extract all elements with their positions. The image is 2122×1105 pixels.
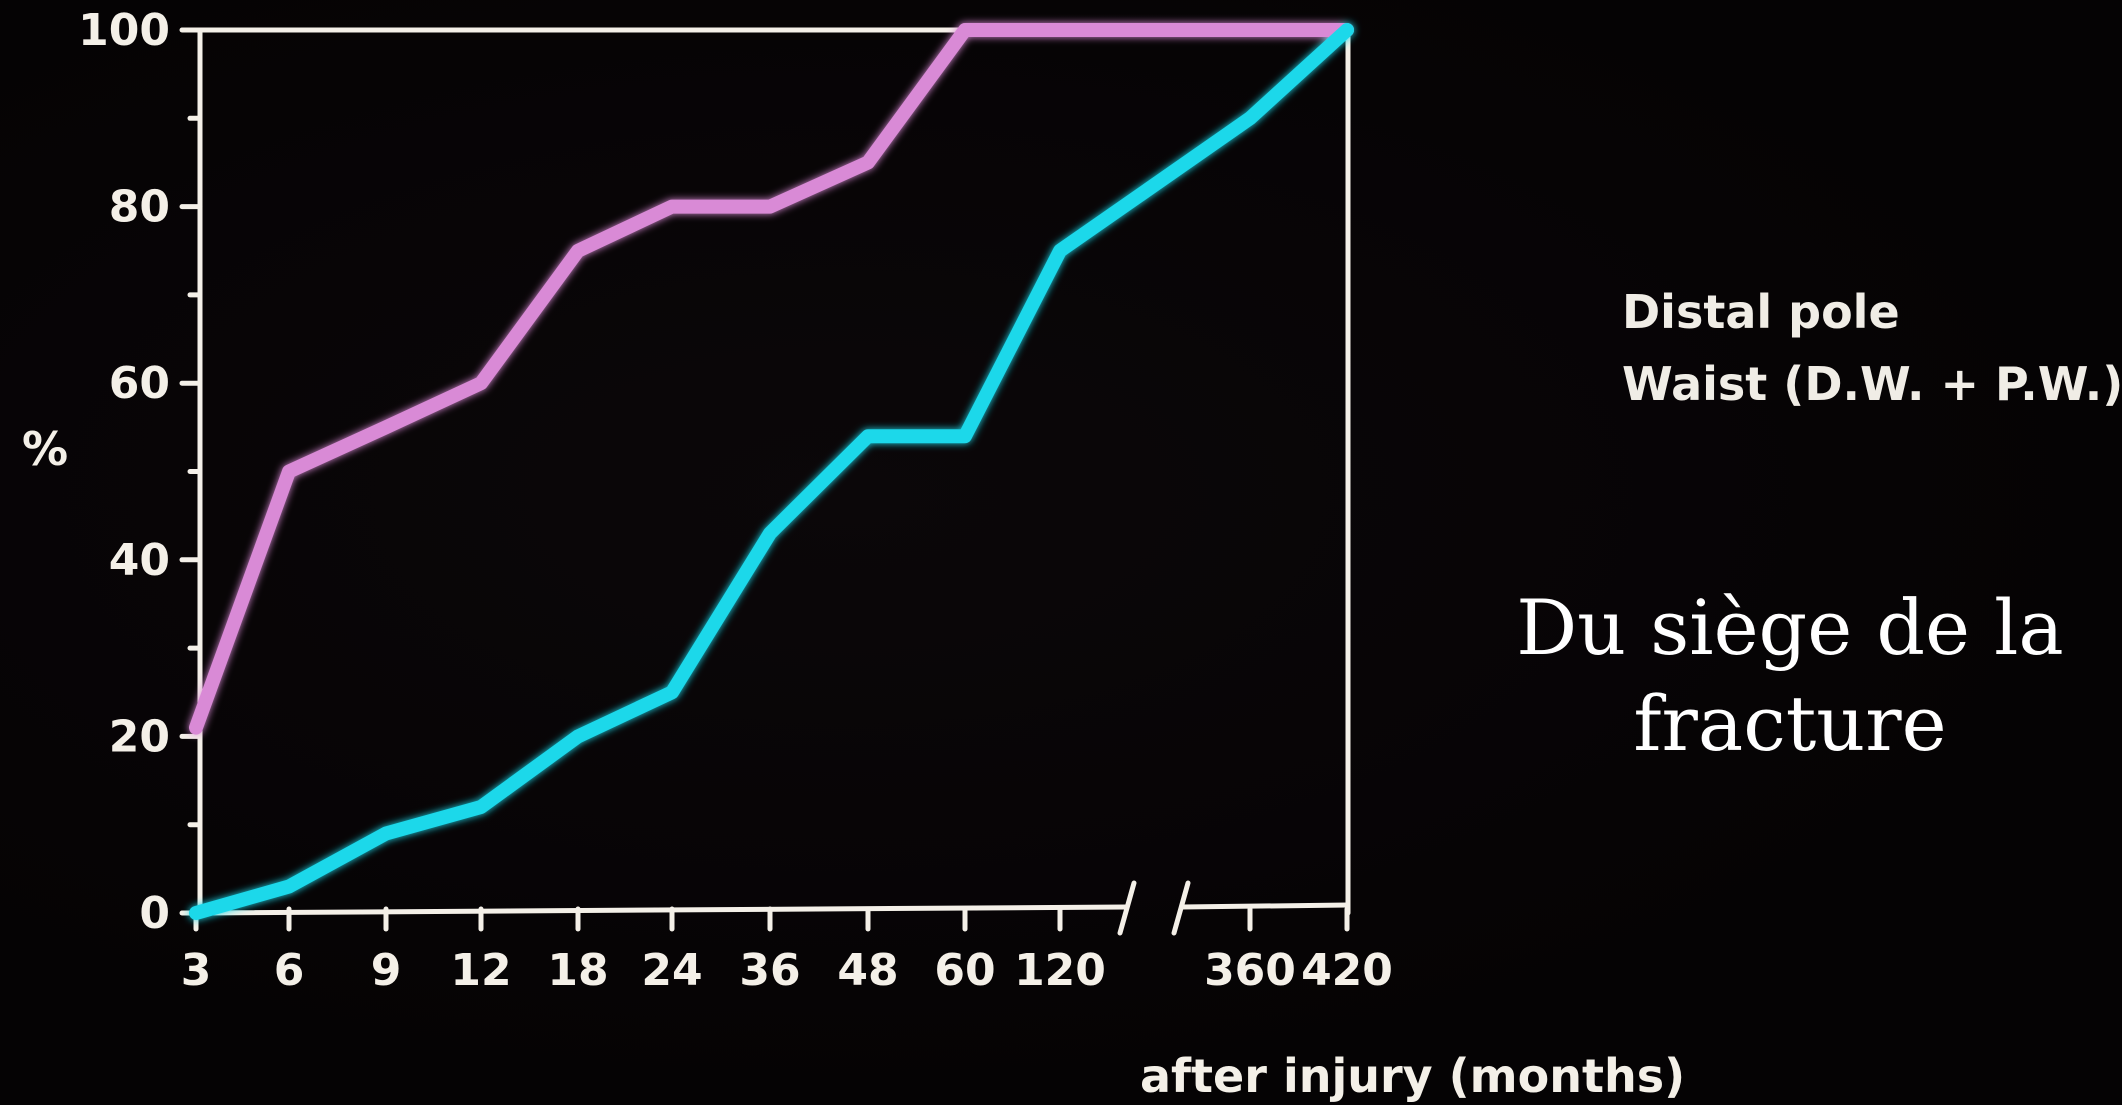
axis-break-mark-left	[1117, 880, 1137, 936]
caption-line-2: fracture	[1633, 679, 1947, 768]
x-tick-label: 48	[837, 945, 898, 996]
x-tick-label: 9	[371, 945, 402, 996]
series-line-distal-pole	[189, 23, 1354, 735]
axis-break-mark-right	[1171, 880, 1191, 936]
x-tick-label: 36	[739, 945, 800, 996]
y-tick-label: 40	[109, 535, 170, 586]
y-tick-label: 0	[139, 888, 170, 939]
x-tick-label: 18	[547, 945, 608, 996]
x-axis: 3 6 9 12 18 24 36 48 60 120 360 420	[181, 906, 1393, 996]
y-tick-label: 100	[78, 5, 170, 56]
y-axis-label: %	[22, 422, 68, 476]
y-tick-label: 60	[109, 358, 170, 409]
x-axis-line-right	[1179, 902, 1351, 910]
caption-line-1: Du siège de la	[1516, 583, 2064, 672]
x-axis-label: after injury (months)	[1140, 1049, 1685, 1103]
x-tick-label: 6	[274, 945, 305, 996]
slide-caption: Du siège de la fracture	[1440, 580, 2122, 772]
legend: Distal pole Waist (D.W. + P.W.)	[1424, 285, 2122, 411]
series-line-waist	[189, 23, 1354, 920]
x-tick-label: 24	[641, 945, 702, 996]
legend-label: Distal pole	[1622, 285, 1900, 339]
series-lines	[189, 23, 1354, 920]
x-tick-label: 420	[1301, 945, 1393, 996]
x-tick-label: 3	[181, 945, 212, 996]
y-tick-label: 20	[109, 711, 170, 762]
x-tick-label: 60	[934, 945, 995, 996]
x-axis-line-left	[197, 904, 1129, 916]
x-tick-label: 12	[450, 945, 511, 996]
legend-label: Waist (D.W. + P.W.)	[1622, 357, 2122, 411]
x-tick-label: 120	[1014, 945, 1106, 996]
y-axis: 0 20 40 60 80 100	[78, 5, 203, 939]
x-tick-label: 360	[1204, 945, 1296, 996]
y-tick-label: 80	[109, 182, 170, 233]
